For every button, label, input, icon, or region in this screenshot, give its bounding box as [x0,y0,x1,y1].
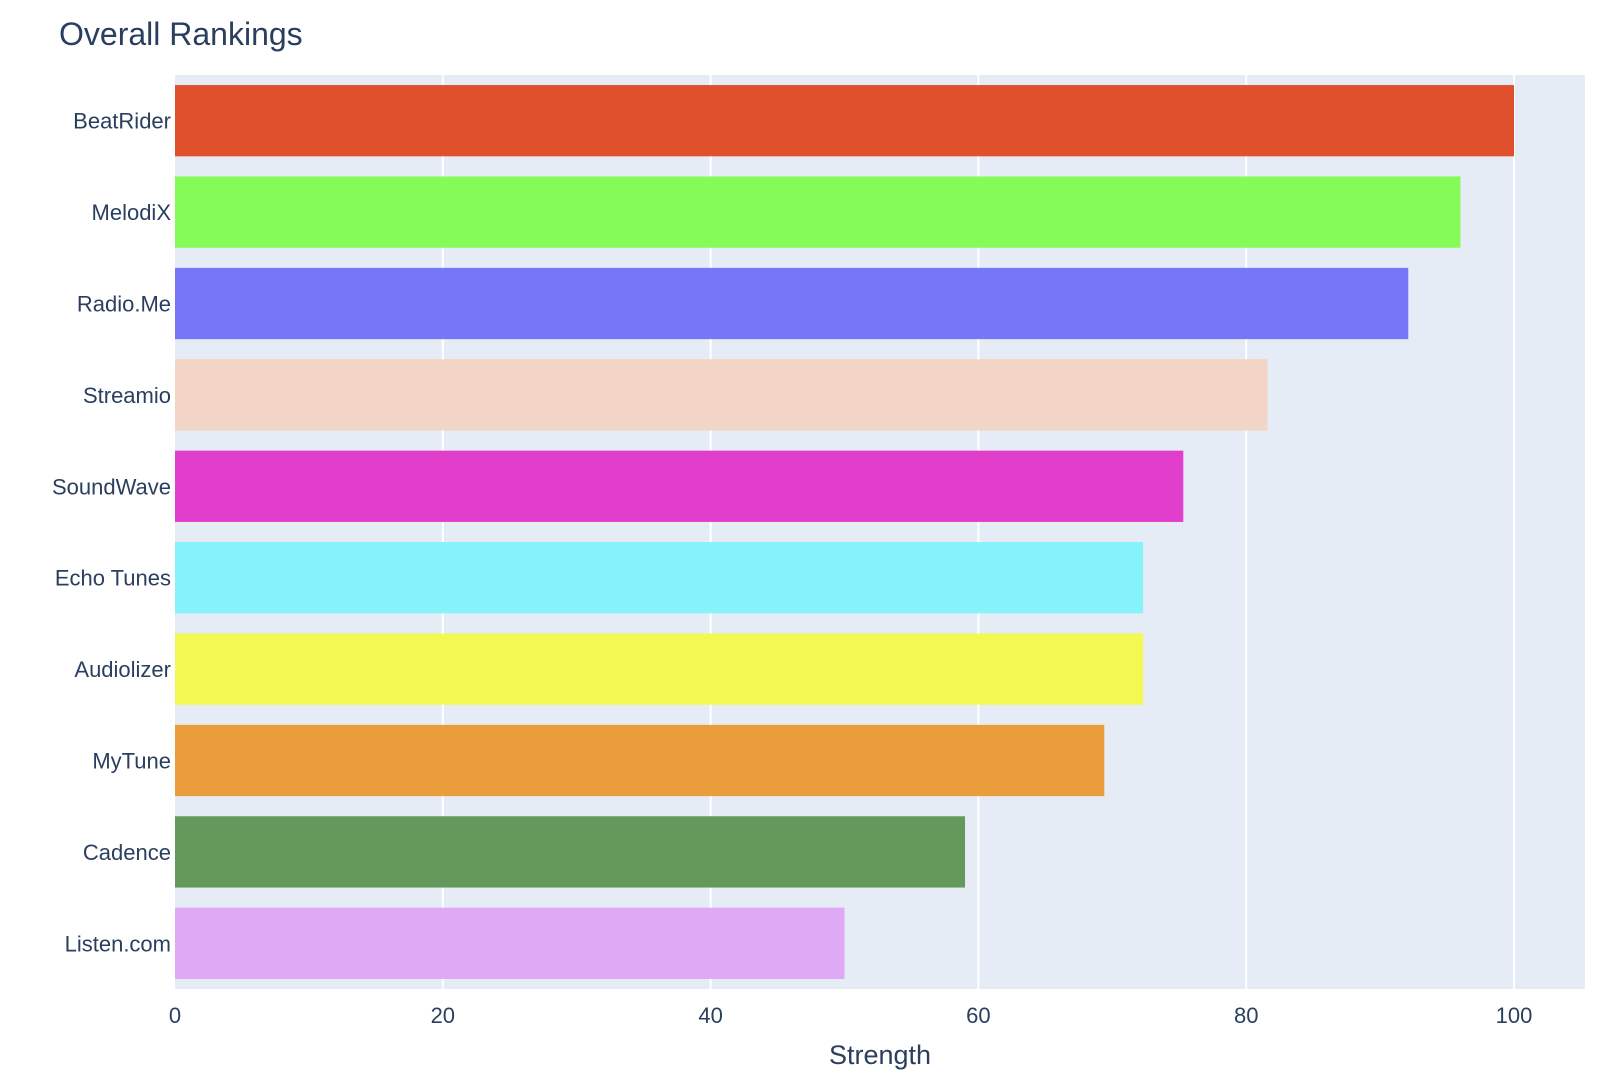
bar-mytune [175,724,1105,797]
y-tick-label: Listen.com [65,931,171,956]
x-tick-label: 80 [1234,1003,1258,1028]
y-axis-tick-labels: BeatRider MelodiX Radio.Me Streamio SoundWav… [52,109,171,957]
x-tick-label: 40 [698,1003,722,1028]
y-tick-label: Radio.Me [77,292,171,317]
bar-beatrider [175,85,1515,157]
x-axis-tick-labels: 0 20 40 60 80 100 [169,1003,1533,1028]
x-tick-label: 100 [1496,1003,1533,1028]
x-tick-label: 20 [431,1003,455,1028]
chart-title: Overall Rankings [59,16,303,52]
bar-soundwave [175,450,1184,522]
y-tick-label: Echo Tunes [55,566,171,591]
bar-cadence [175,816,966,888]
y-tick-label: Streamio [83,383,171,408]
y-tick-label: BeatRider [73,109,171,134]
bar-listen-com [175,907,845,979]
y-tick-label: Audiolizer [74,657,171,682]
bar-radio-me [175,267,1409,340]
bar-audiolizer [175,633,1144,705]
bars [175,85,1515,979]
y-tick-label: MelodiX [92,200,172,225]
y-tick-label: SoundWave [52,474,171,499]
y-tick-label: Cadence [83,840,171,865]
y-tick-label: MyTune [92,749,171,774]
bar-echo-tunes [175,542,1144,614]
bar-melodix [175,176,1461,248]
bar-streamio [175,359,1268,431]
x-axis-title: Strength [829,1040,931,1070]
x-tick-label: 60 [966,1003,990,1028]
x-tick-label: 0 [169,1003,181,1028]
